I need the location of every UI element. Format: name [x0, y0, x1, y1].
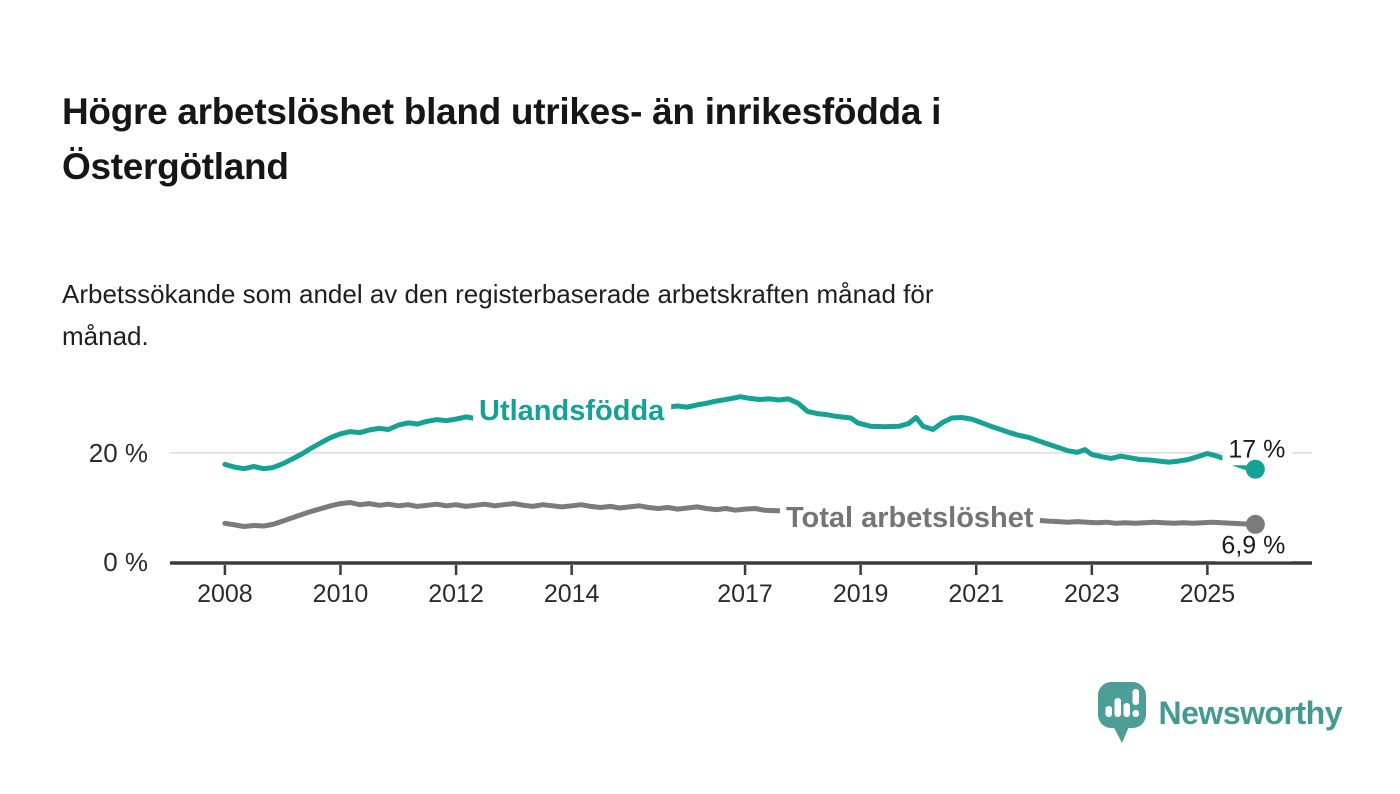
x-tick-label-2017: 2017: [717, 580, 773, 608]
series-line-total: [222, 500, 1258, 529]
x-tick-label-2014: 2014: [544, 580, 600, 608]
x-tick-label-2021: 2021: [948, 580, 1004, 608]
series-label-utlandsfodda-bg: [473, 392, 672, 429]
chart-subtitle: Arbetssökande som andel av den registerb…: [62, 279, 934, 351]
x-tick-label-2010: 2010: [313, 580, 369, 608]
speech-bubble-bar-chart-icon: [1097, 682, 1146, 743]
x-tick-label-2019: 2019: [833, 580, 889, 608]
series-label-total: Total arbetslöshet: [786, 502, 1034, 534]
series-label-total-bg: [779, 500, 1040, 536]
end-dot-total: [1245, 514, 1265, 534]
series-line-utlandsfodda: [222, 394, 1258, 472]
end-value-label-total-bg: [1215, 529, 1292, 562]
page-title: Högre arbetslöshet bland utrikes- än inr…: [62, 90, 942, 187]
end-value-label-utlandsfodda: 17 %: [1228, 435, 1285, 463]
y-tick-label-20: 20 %: [89, 438, 148, 468]
series-label-utlandsfodda: Utlandsfödda: [479, 395, 665, 427]
end-value-label-total: 6,9 %: [1221, 531, 1285, 559]
x-tick-label-2008: 2008: [197, 580, 253, 608]
end-dot-utlandsfodda: [1245, 459, 1265, 479]
y-tick-label-0: 0 %: [103, 547, 148, 577]
x-tick-label-2025: 2025: [1180, 580, 1236, 608]
newsworthy-logo: Newsworthy: [1097, 682, 1343, 744]
x-tick-label-2023: 2023: [1064, 580, 1120, 608]
logo-wordmark: Newsworthy: [1158, 694, 1343, 731]
x-tick-label-2012: 2012: [428, 580, 484, 608]
